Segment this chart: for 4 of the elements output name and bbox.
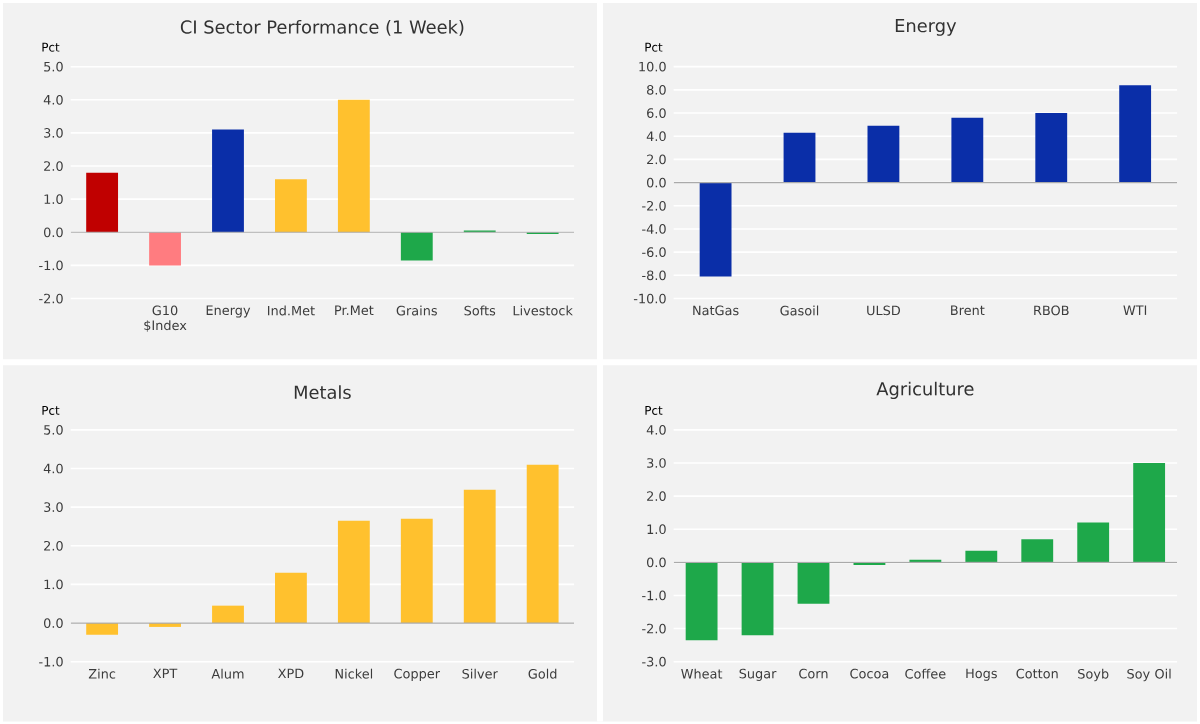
chart-title: CI Sector Performance (1 Week) (180, 19, 464, 36)
chart-title: Energy (895, 18, 957, 36)
chart-title: Agriculture (876, 381, 974, 399)
chart-title: Metals (294, 385, 351, 399)
